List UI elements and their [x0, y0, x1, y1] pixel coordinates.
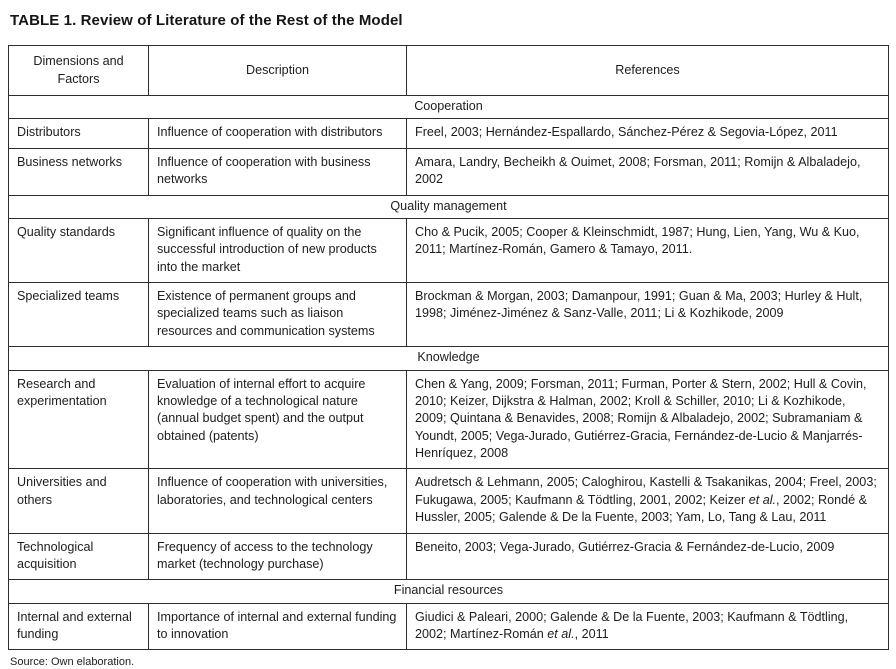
table-title: TABLE 1. Review of Literature of the Res… [10, 12, 403, 29]
section-header-row: Financial resources [8, 579, 889, 604]
description-cell: Frequency of access to the technology ma… [148, 532, 407, 581]
table-row: Distributors Influence of cooperation wit… [8, 118, 889, 149]
references-cell: Audretsch & Lehmann, 2005; Caloghirou, K… [406, 468, 889, 534]
description-cell: Influence of cooperation with distributo… [148, 118, 407, 149]
description-cell: Existence of permanent groups and specia… [148, 281, 407, 348]
description-cell: Significant influence of quality on the … [148, 217, 407, 284]
section-title: Quality management [8, 194, 889, 219]
literature-review-table: Dimensions and Factors Description Refer… [8, 45, 889, 651]
description-cell: Importance of internal and external fund… [148, 602, 407, 651]
table-row: Technological acquisition Frequency of ac… [8, 532, 889, 581]
description-cell: Influence of cooperation with business n… [148, 147, 407, 196]
column-header-references: References [406, 45, 889, 96]
references-cell: Freel, 2003; Hernández-Espallardo, Sánch… [406, 118, 889, 149]
section-header-row: Knowledge [8, 346, 889, 371]
source-note: Source: Own elaboration. [10, 656, 135, 669]
factor-cell: Quality standards [8, 217, 149, 284]
table-header: Dimensions and Factors Description Refer… [8, 45, 889, 96]
references-cell: Beneito, 2003; Vega-Jurado, Gutiérrez-Gr… [406, 532, 889, 581]
references-cell: Amara, Landry, Becheikh & Ouimet, 2008; … [406, 147, 889, 196]
references-cell: Brockman & Morgan, 2003; Damanpour, 1991… [406, 281, 889, 348]
references-cell: Giudici & Paleari, 2000; Galende & De la… [406, 602, 889, 651]
factor-cell: Specialized teams [8, 281, 149, 348]
factor-cell: Internal and external funding [8, 602, 149, 651]
section-title: Cooperation [8, 94, 889, 120]
table-row: Quality standards Significant influence o… [8, 217, 889, 284]
column-header-description: Description [148, 45, 407, 96]
description-cell: Evaluation of internal effort to acquire… [148, 369, 407, 470]
factor-cell: Universities and others [8, 468, 149, 534]
table-row: Universities and others Influence of coop… [8, 468, 889, 534]
section-title: Knowledge [8, 346, 889, 371]
factor-cell: Technological acquisition [8, 532, 149, 581]
table-body: Cooperation Distributors Influence of coop… [8, 94, 889, 651]
header-row: Dimensions and Factors Description Refer… [8, 45, 889, 96]
table-row: Research and experimentation Evaluation o… [8, 369, 889, 470]
references-cell: Chen & Yang, 2009; Forsman, 2011; Furman… [406, 369, 889, 470]
table-row: Specialized teams Existence of permanent … [8, 281, 889, 348]
table-row: Business networks Influence of cooperatio… [8, 147, 889, 196]
table-row: Internal and external funding Importance … [8, 602, 889, 651]
factor-cell: Distributors [8, 118, 149, 149]
factor-cell: Business networks [8, 147, 149, 196]
column-header-dimensions-and-factors: Dimensions and Factors [8, 45, 149, 96]
description-cell: Influence of cooperation with universiti… [148, 468, 407, 534]
factor-cell: Research and experimentation [8, 369, 149, 470]
section-header-row: Quality management [8, 194, 889, 219]
references-cell: Cho & Pucik, 2005; Cooper & Kleinschmidt… [406, 217, 889, 284]
section-title: Financial resources [8, 579, 889, 604]
section-header-row: Cooperation [8, 94, 889, 120]
